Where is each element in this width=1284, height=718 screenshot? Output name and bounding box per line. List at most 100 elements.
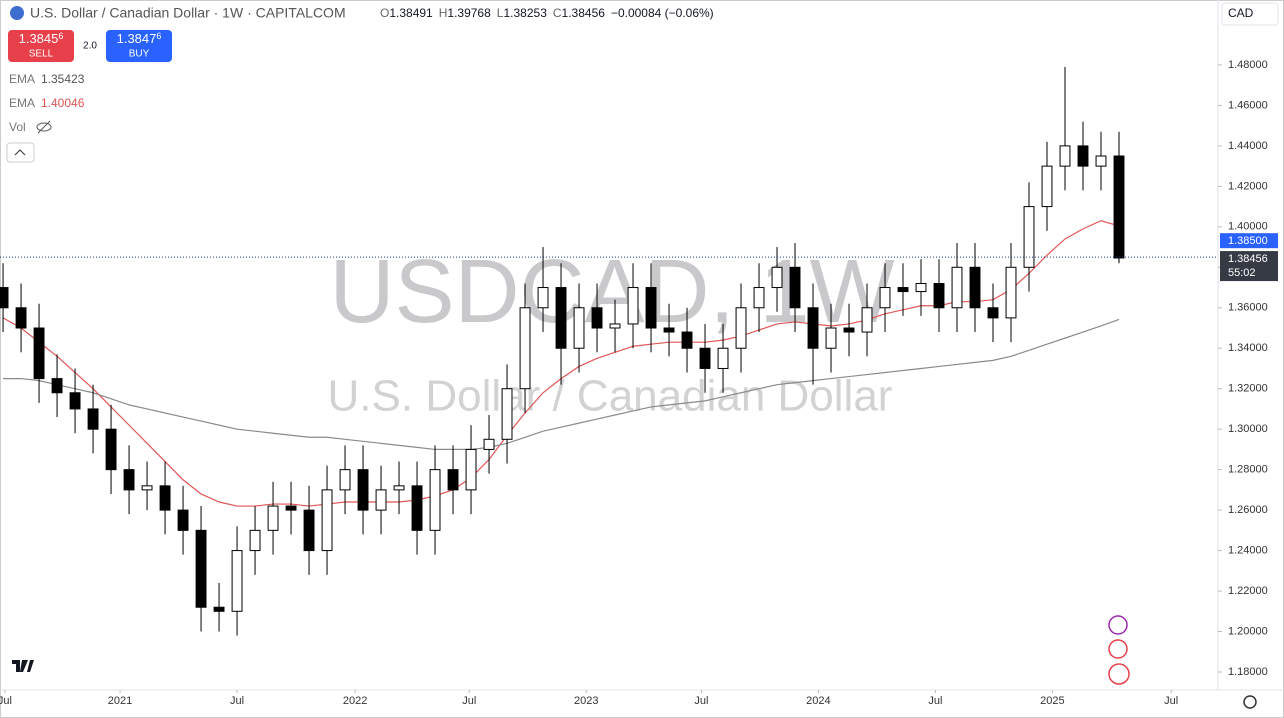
ohlc: O1.38491 H1.39768 L1.38253 C1.38456 −0.00084…: [380, 6, 714, 20]
currency: CAD: [1228, 6, 1254, 20]
ema-line: [3, 318, 1120, 451]
y-tick-label: 1.26000: [1228, 504, 1268, 516]
candle-body: [627, 287, 639, 325]
y-tick-label: 1.34000: [1228, 342, 1268, 354]
x-tick-label: Jul: [462, 695, 476, 707]
watermark-description: U.S. Dollar / Canadian Dollar: [328, 372, 893, 421]
candle-body: [735, 307, 747, 349]
currency-button[interactable]: [1221, 2, 1279, 26]
flag-icon[interactable]: [1108, 663, 1130, 685]
candle-body: [501, 388, 513, 440]
flag-icon[interactable]: [1108, 639, 1128, 659]
candle-body: [537, 287, 549, 309]
x-tick-label: Jul: [0, 695, 12, 707]
candle-body: [249, 529, 261, 552]
candle-body: [177, 509, 189, 531]
y-tick-label: 1.18000: [1228, 666, 1268, 678]
sell-button[interactable]: [8, 30, 74, 62]
hide-icon[interactable]: [36, 120, 52, 134]
candle-body: [357, 469, 369, 511]
candle-body: [195, 529, 207, 608]
candle-body: [555, 287, 567, 349]
candle-body: [861, 307, 873, 333]
symbol-icon: [10, 6, 24, 20]
buy-label: BUY: [129, 49, 150, 60]
candle-body: [159, 485, 171, 511]
candle-body: [51, 378, 63, 394]
y-tick-label: 1.24000: [1228, 544, 1268, 556]
y-tick-label: 1.22000: [1228, 585, 1268, 597]
indicator-value: 1.35423: [41, 72, 85, 86]
c-value: 1.38456: [562, 6, 606, 20]
candle-body: [807, 307, 819, 349]
candle-body: [645, 287, 657, 329]
candle-body: [411, 485, 423, 531]
candle-body: [339, 469, 351, 491]
y-tick-label: 1.20000: [1228, 625, 1268, 637]
countdown: 55:02: [1228, 267, 1256, 279]
y-tick-label: 1.44000: [1228, 140, 1268, 152]
indicator-name: EMA: [9, 96, 35, 110]
y-tick-label: 1.28000: [1228, 464, 1268, 476]
candle-body: [915, 282, 927, 293]
candle-body: [303, 509, 315, 552]
candle-body: [753, 287, 765, 309]
y-tick-label: 1.40000: [1228, 221, 1268, 233]
candle-body: [1005, 266, 1017, 319]
candle-body: [591, 307, 603, 329]
candle-body: [987, 307, 999, 319]
collapse-button[interactable]: [6, 142, 35, 163]
last-label: 1.38456: [1228, 253, 1268, 265]
event-icon[interactable]: [1108, 615, 1128, 635]
candle-body: [105, 428, 117, 471]
candle-body: [699, 347, 711, 369]
candle-body: [609, 323, 621, 329]
sell-main: 1.3845: [19, 31, 59, 46]
candle-body: [321, 489, 333, 552]
candle-body: [285, 505, 297, 511]
l-label: L: [497, 6, 504, 20]
plot: [0, 66, 1125, 636]
candle-body: [465, 448, 477, 491]
candle-body: [213, 606, 225, 612]
y-tick-label: 1.36000: [1228, 302, 1268, 314]
x-tick-label: Jul: [694, 695, 708, 707]
candle-body: [1041, 165, 1053, 208]
y-tick-label: 1.42000: [1228, 180, 1268, 192]
o-label: O: [380, 6, 389, 20]
candle-body: [15, 307, 27, 329]
candle-body: [843, 327, 855, 333]
x-tick-label: 2025: [1040, 695, 1064, 707]
spread: 2.0: [83, 41, 97, 52]
price-label: 1.38500: [1228, 235, 1268, 247]
candle-body: [393, 485, 405, 491]
x-tick-label: Jul: [928, 695, 942, 707]
buy-price: 1.38476: [117, 31, 162, 46]
candle-body: [969, 266, 981, 309]
change: −0.00084 (−0.06%): [611, 6, 714, 20]
x-tick-label: Jul: [230, 695, 244, 707]
candle-body: [897, 287, 909, 293]
x-tick-label: 2022: [343, 695, 367, 707]
indicator-name: EMA: [9, 72, 35, 86]
x-tick-label: Jul: [1164, 695, 1178, 707]
candle-body: [717, 347, 729, 369]
buy-button[interactable]: [106, 30, 172, 62]
candle-body: [87, 408, 99, 430]
settings-icon[interactable]: [1243, 695, 1257, 709]
candle-body: [951, 266, 963, 309]
candle-body: [141, 485, 153, 491]
sell-price: 1.38456: [19, 31, 64, 46]
logo: [12, 660, 34, 672]
h-label: H: [439, 6, 448, 20]
x-tick-label: 2024: [806, 695, 830, 707]
candle-body: [1077, 145, 1089, 167]
candle-body: [483, 438, 495, 450]
candle-body: [375, 489, 387, 511]
candle-body: [519, 307, 531, 390]
candle-body: [1059, 145, 1071, 167]
candle-body: [789, 266, 801, 309]
y-tick-label: 1.30000: [1228, 423, 1268, 435]
candle-body: [0, 287, 9, 309]
symbol-title: U.S. Dollar / Canadian Dollar · 1W · CAP…: [30, 5, 346, 21]
